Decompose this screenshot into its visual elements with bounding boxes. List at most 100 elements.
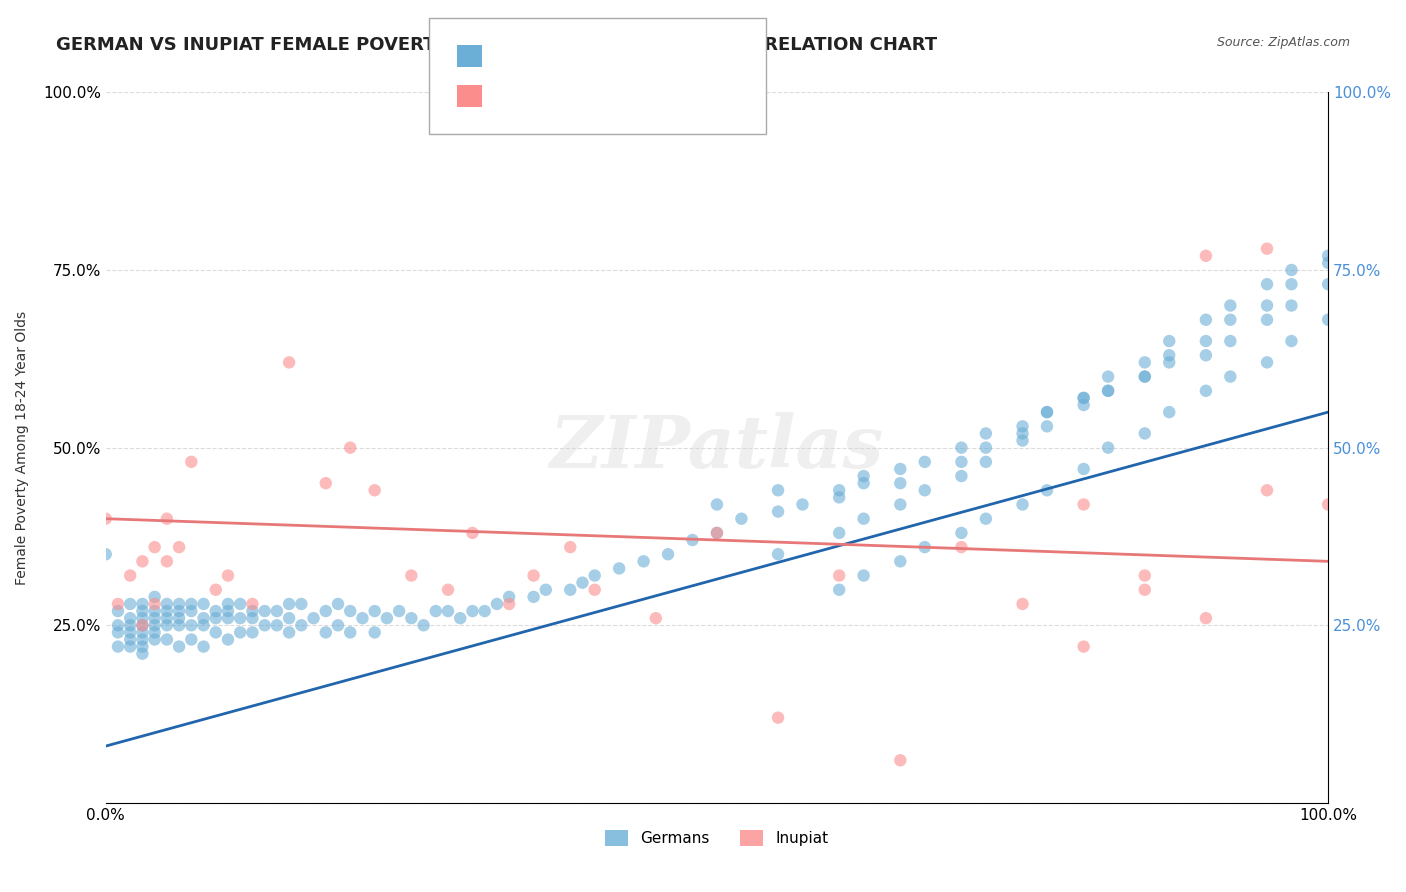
Text: R = -0.107   N =  41: R = -0.107 N = 41 <box>489 84 637 98</box>
Point <box>326 597 349 611</box>
Point <box>1195 384 1218 398</box>
Point <box>1011 597 1033 611</box>
Point <box>1036 405 1059 419</box>
Point <box>143 540 166 554</box>
Point <box>950 455 973 469</box>
Point <box>1097 384 1119 398</box>
Point <box>156 611 179 625</box>
Point <box>167 611 190 625</box>
Point <box>1073 498 1095 512</box>
Point <box>914 483 936 498</box>
Point <box>131 611 153 625</box>
Point <box>339 625 361 640</box>
Point <box>217 611 239 625</box>
Point <box>828 483 851 498</box>
Point <box>143 611 166 625</box>
Point <box>167 618 190 632</box>
Point <box>302 611 325 625</box>
Point <box>107 625 129 640</box>
Point <box>120 611 142 625</box>
Point <box>1073 462 1095 476</box>
Point <box>974 441 997 455</box>
Point <box>1256 299 1278 313</box>
Point <box>363 625 385 640</box>
Point <box>229 597 252 611</box>
Point <box>485 597 508 611</box>
Point <box>1133 355 1156 369</box>
Point <box>1011 426 1033 441</box>
Point <box>852 512 875 526</box>
Point <box>131 604 153 618</box>
Point <box>167 604 190 618</box>
Point <box>204 611 226 625</box>
Point <box>94 547 117 561</box>
Point <box>143 625 166 640</box>
Point <box>974 455 997 469</box>
Point <box>1097 369 1119 384</box>
Point <box>217 632 239 647</box>
Point <box>120 625 142 640</box>
Point <box>1159 355 1181 369</box>
Point <box>1256 242 1278 256</box>
Point <box>1195 334 1218 348</box>
Point <box>889 554 911 568</box>
Point <box>1073 391 1095 405</box>
Point <box>217 597 239 611</box>
Point <box>143 590 166 604</box>
Point <box>167 540 190 554</box>
Point <box>1195 312 1218 326</box>
Point <box>156 512 179 526</box>
Point <box>1317 249 1340 263</box>
Point <box>852 476 875 491</box>
Point <box>107 604 129 618</box>
Point <box>315 604 337 618</box>
Point <box>401 568 423 582</box>
Point <box>437 604 460 618</box>
Point <box>523 590 546 604</box>
Point <box>339 441 361 455</box>
Point <box>412 618 434 632</box>
Point <box>974 426 997 441</box>
Point <box>1073 640 1095 654</box>
Point <box>730 512 752 526</box>
Point <box>131 632 153 647</box>
Point <box>107 618 129 632</box>
Point <box>193 618 215 632</box>
Point <box>242 597 264 611</box>
Point <box>1097 441 1119 455</box>
Point <box>1256 277 1278 292</box>
Point <box>889 476 911 491</box>
Point <box>1219 299 1241 313</box>
Point <box>583 582 606 597</box>
Point <box>828 525 851 540</box>
Point <box>180 632 202 647</box>
Point <box>1159 405 1181 419</box>
Point <box>706 525 728 540</box>
Point <box>229 611 252 625</box>
Point <box>1133 369 1156 384</box>
Point <box>388 604 411 618</box>
Point <box>914 455 936 469</box>
Point <box>326 618 349 632</box>
Point <box>156 618 179 632</box>
Point <box>766 505 789 519</box>
Point <box>706 525 728 540</box>
Point <box>217 604 239 618</box>
Point <box>583 568 606 582</box>
Point <box>1219 334 1241 348</box>
Point <box>425 604 447 618</box>
Point <box>266 604 288 618</box>
Point <box>180 604 202 618</box>
Point <box>571 575 593 590</box>
Point <box>1317 498 1340 512</box>
Point <box>131 618 153 632</box>
Point <box>449 611 471 625</box>
Point <box>474 604 496 618</box>
Point <box>437 582 460 597</box>
Point <box>156 604 179 618</box>
Point <box>1256 355 1278 369</box>
Point <box>1011 434 1033 448</box>
Point <box>534 582 557 597</box>
Point <box>375 611 398 625</box>
Point <box>950 540 973 554</box>
